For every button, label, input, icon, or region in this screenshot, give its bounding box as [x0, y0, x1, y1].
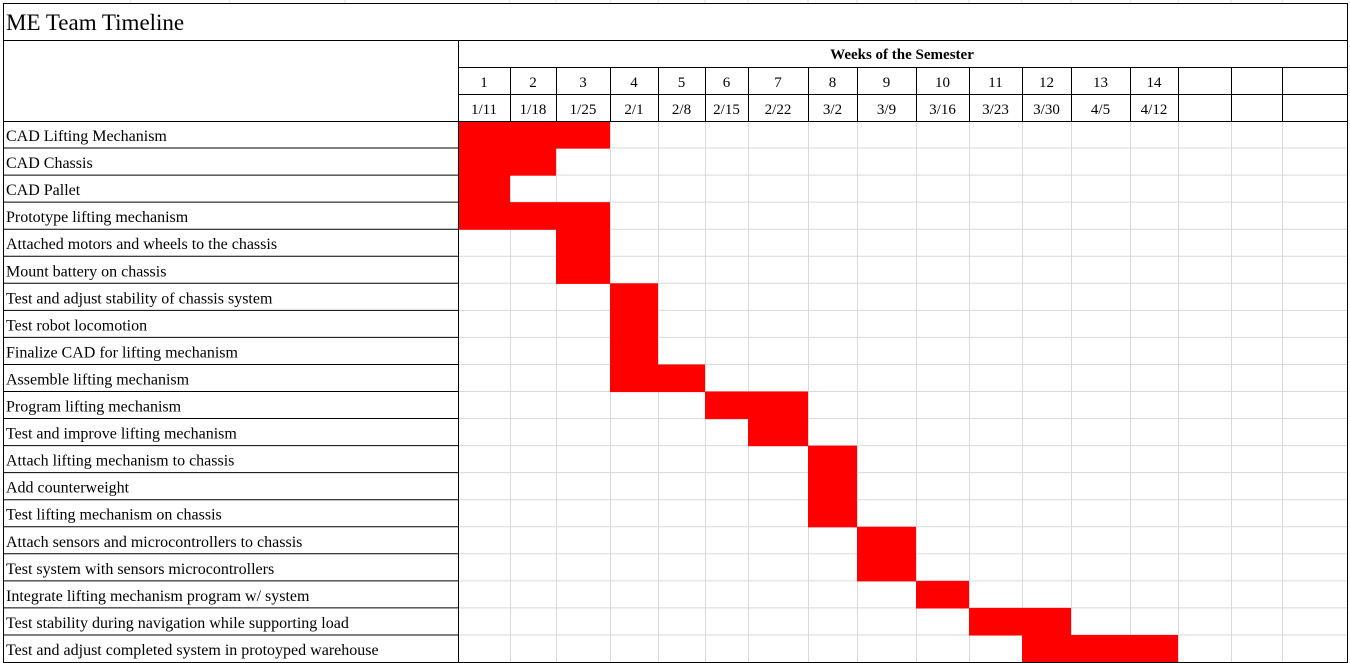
week-date-label: 2/22	[765, 102, 792, 118]
task-label: Test and adjust stability of chassis sys…	[6, 290, 273, 307]
week-date-label: 3/2	[823, 102, 842, 118]
task-bar	[808, 472, 857, 501]
task-bar	[808, 445, 857, 474]
weeks-axis-label: Weeks of the Semester	[830, 47, 974, 63]
task-label: Test and improve lifting mechanism	[6, 426, 237, 443]
task-label: Test lifting mechanism on chassis	[6, 507, 222, 524]
week-number-label: 5	[678, 75, 686, 91]
week-date-label: 2/8	[672, 102, 691, 118]
task-bar	[458, 175, 510, 203]
week-date-label: 3/30	[1033, 102, 1060, 118]
task-bar	[610, 364, 705, 393]
week-number-label: 11	[988, 75, 1002, 91]
week-date-label: 3/23	[982, 102, 1009, 118]
week-date-label: 1/18	[520, 102, 547, 118]
week-date-label: 4/5	[1091, 102, 1110, 118]
task-label: Finalize CAD for lifting mechanism	[6, 344, 239, 361]
week-number-label: 9	[883, 75, 891, 91]
task-bar	[916, 580, 969, 609]
task-label: Prototype lifting mechanism	[6, 209, 189, 226]
task-bars	[458, 121, 1178, 663]
task-label: Attached motors and wheels to the chassi…	[6, 236, 277, 253]
cell-borders	[3, 3, 1348, 663]
week-date-label: 2/1	[624, 102, 643, 118]
task-bar	[857, 553, 916, 582]
week-number-label: 6	[723, 75, 731, 91]
task-bar	[458, 202, 610, 230]
grid-lines	[129, 0, 1348, 662]
week-number-label: 4	[630, 75, 638, 91]
week-date-label: 3/9	[877, 102, 896, 118]
task-bar	[556, 229, 610, 257]
week-number-label: 3	[579, 75, 587, 91]
task-bar	[1022, 634, 1178, 663]
task-bar	[705, 391, 808, 420]
task-label: Test robot locomotion	[6, 317, 147, 334]
task-label: Integrate lifting mechanism program w/ s…	[6, 588, 310, 605]
week-date-label: 2/15	[713, 102, 740, 118]
week-number-label: 13	[1093, 75, 1108, 91]
task-bar	[610, 310, 658, 338]
week-date-label: 3/16	[929, 102, 956, 118]
task-label: Test system with sensors microcontroller…	[6, 561, 274, 578]
task-bar	[610, 337, 658, 366]
week-number-label: 12	[1039, 75, 1054, 91]
task-label: Add counterweight	[6, 480, 130, 497]
task-labels: CAD Lifting Mechanism CAD Chassis CAD Pall…	[6, 128, 379, 659]
week-number-labels: 1 2 3 4 5 6 7 8 9 10 11 12 13 14	[480, 75, 1162, 91]
task-label: Attach sensors and microcontrollers to c…	[6, 534, 302, 551]
task-label: CAD Lifting Mechanism	[6, 128, 167, 145]
week-number-label: 14	[1147, 75, 1163, 91]
week-date-label: 4/12	[1141, 102, 1168, 118]
task-bar	[969, 607, 1071, 636]
week-number-label: 8	[829, 75, 837, 91]
task-label: Program lifting mechanism	[6, 399, 182, 416]
task-bar	[556, 256, 610, 284]
task-label: Test and adjust completed system in prot…	[6, 642, 379, 659]
week-number-label: 10	[935, 75, 950, 91]
task-label: CAD Chassis	[6, 155, 93, 172]
task-bar	[458, 121, 610, 149]
chart-title: ME Team Timeline	[6, 10, 184, 35]
task-label: Assemble lifting mechanism	[6, 371, 190, 388]
task-label: Test stability during navigation while s…	[6, 615, 349, 632]
task-label: Mount battery on chassis	[6, 263, 166, 280]
task-label: Attach lifting mechanism to chassis	[6, 453, 234, 470]
task-bar	[458, 148, 556, 176]
task-label: CAD Pallet	[6, 182, 81, 199]
week-number-label: 1	[480, 75, 488, 91]
week-date-label: 1/11	[471, 102, 497, 118]
task-bar	[748, 418, 808, 447]
week-date-label: 1/25	[570, 102, 597, 118]
week-number-label: 7	[774, 75, 782, 91]
task-bar	[610, 283, 658, 311]
task-bar	[808, 499, 857, 528]
week-date-labels: 1/11 1/18 1/25 2/1 2/8 2/15 2/22 3/2 3/9 3/16 3/23…	[471, 102, 1167, 118]
task-bar	[857, 526, 916, 555]
week-number-label: 2	[529, 75, 537, 91]
